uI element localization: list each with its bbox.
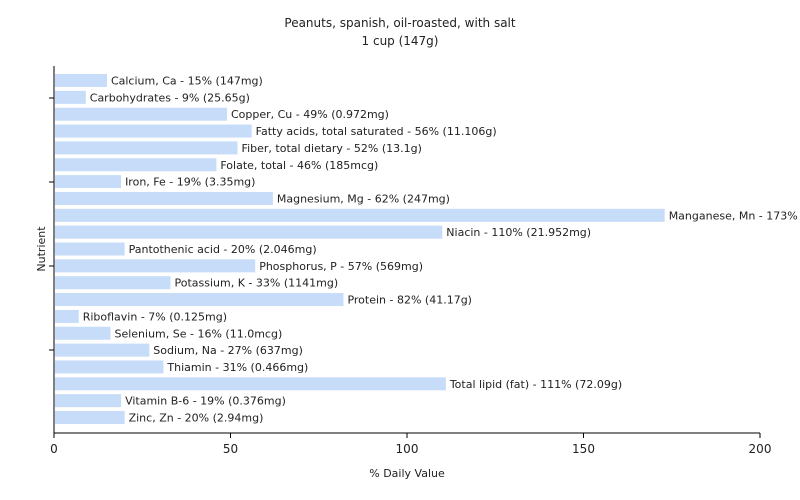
bar-label: Folate, total - 46% (185mcg) — [220, 159, 378, 172]
bar — [55, 293, 344, 307]
bar — [55, 90, 86, 104]
bar-label: Copper, Cu - 49% (0.972mg) — [231, 108, 389, 121]
bar-label: Vitamin B-6 - 19% (0.376mg) — [125, 395, 286, 408]
bar — [55, 259, 256, 273]
x-tick-label: 150 — [572, 442, 595, 456]
bar-label: Total lipid (fat) - 111% (72.09g) — [449, 378, 622, 391]
bar — [55, 175, 122, 189]
bar — [55, 326, 111, 340]
bar-label: Zinc, Zn - 20% (2.94mg) — [129, 412, 264, 425]
x-axis-title: % Daily Value — [369, 467, 445, 480]
bar — [55, 158, 217, 172]
bar — [55, 191, 273, 205]
bar-label: Protein - 82% (41.17g) — [347, 294, 472, 307]
bar-label: Potassium, K - 33% (1141mg) — [174, 277, 338, 290]
y-axis-title: Nutrient — [35, 226, 48, 272]
bar-label: Phosphorus, P - 57% (569mg) — [259, 260, 423, 273]
x-tick-label: 50 — [223, 442, 238, 456]
bar — [55, 74, 107, 87]
bar — [55, 208, 665, 222]
bar-label: Niacin - 110% (21.952mg) — [446, 226, 591, 239]
x-tick-label: 200 — [749, 442, 772, 456]
bar-label: Fiber, total dietary - 52% (13.1g) — [242, 142, 422, 155]
bar-label: Selenium, Se - 16% (11.0mcg) — [114, 327, 282, 340]
bars-group: Calcium, Ca - 15% (147mg) Carbohydrates -… — [55, 74, 800, 425]
x-tick-label: 100 — [396, 442, 419, 456]
bar — [55, 309, 79, 323]
bar-label: Fatty acids, total saturated - 56% (11.1… — [256, 125, 497, 138]
bar — [55, 107, 227, 121]
bar-label: Iron, Fe - 19% (3.35mg) — [125, 176, 255, 189]
bar — [55, 394, 122, 408]
bar-label: Sodium, Na - 27% (637mg) — [153, 344, 303, 357]
bar — [55, 360, 164, 374]
x-axis-ticks: 0 50 100 150 200 — [50, 433, 771, 456]
x-tick-label: 0 — [50, 442, 58, 456]
bar — [55, 141, 238, 155]
bar-label: Magnesium, Mg - 62% (247mg) — [277, 192, 450, 205]
bar-label: Riboflavin - 7% (0.125mg) — [83, 310, 227, 323]
bar — [55, 124, 252, 138]
bar — [55, 343, 150, 357]
bar — [55, 377, 446, 391]
bar-label: Thiamin - 31% (0.466mg) — [166, 361, 308, 374]
chart-subtitle: 1 cup (147g) — [362, 34, 439, 48]
bar-label: Calcium, Ca - 15% (147mg) — [111, 75, 263, 88]
bar-label: Manganese, Mn - 173% (3.462mg) — [669, 209, 800, 222]
bar — [55, 411, 125, 424]
y-axis-ticks — [49, 97, 54, 351]
bar-label: Carbohydrates - 9% (25.65g) — [90, 91, 250, 104]
chart-title: Peanuts, spanish, oil-roasted, with salt — [284, 16, 515, 30]
bar — [55, 276, 171, 290]
bar — [55, 225, 443, 239]
bar — [55, 242, 125, 256]
bar-label: Pantothenic acid - 20% (2.046mg) — [129, 243, 317, 256]
